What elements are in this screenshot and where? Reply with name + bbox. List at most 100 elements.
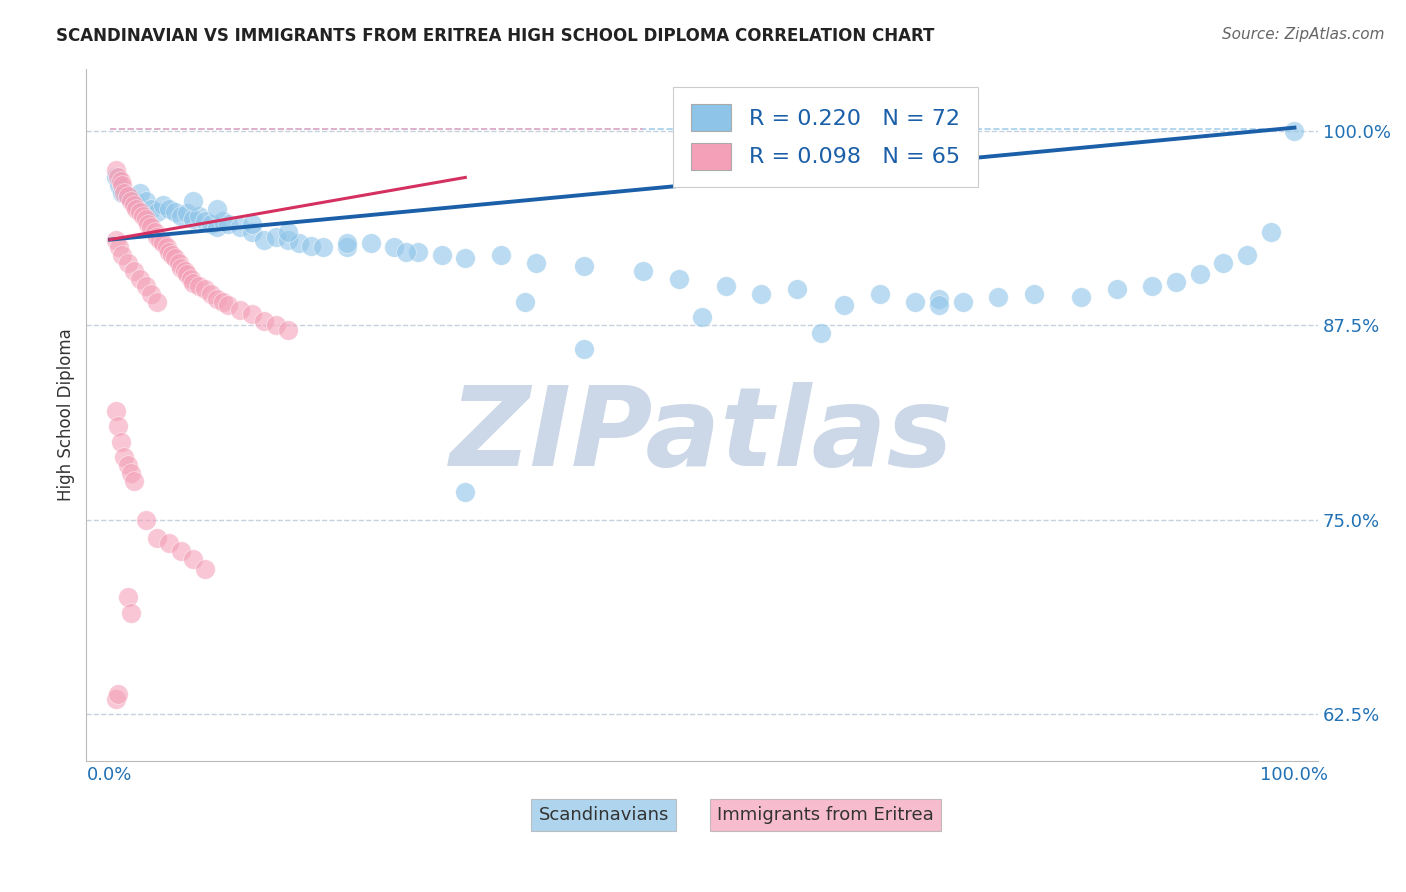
Point: [134, 279, 156, 293]
Point: [211, 294, 233, 309]
Point: [176, 267, 198, 281]
Point: [120, 194, 142, 208]
Point: [205, 202, 228, 216]
Point: [513, 294, 536, 309]
Point: [141, 287, 163, 301]
Point: [904, 294, 927, 309]
Point: [176, 206, 198, 220]
Point: [165, 204, 187, 219]
Point: [869, 287, 891, 301]
Point: [141, 220, 163, 235]
Point: [1260, 225, 1282, 239]
Point: [128, 271, 150, 285]
Point: [1022, 287, 1045, 301]
Point: [526, 256, 548, 270]
Point: [117, 256, 139, 270]
Point: [120, 466, 142, 480]
Point: [104, 170, 127, 185]
Point: [668, 271, 690, 285]
Point: [1105, 282, 1128, 296]
Point: [1284, 124, 1306, 138]
Point: [211, 214, 233, 228]
Point: [156, 240, 179, 254]
Point: [104, 233, 127, 247]
Legend: R = 0.220   N = 72, R = 0.098   N = 65: R = 0.220 N = 72, R = 0.098 N = 65: [673, 87, 977, 187]
Point: [572, 342, 595, 356]
Point: [143, 225, 166, 239]
Point: [122, 194, 145, 208]
Point: [277, 323, 299, 337]
Point: [336, 240, 359, 254]
Point: [312, 240, 335, 254]
Point: [240, 217, 263, 231]
Point: [110, 434, 132, 449]
Text: Scandinavians: Scandinavians: [538, 805, 669, 824]
Point: [107, 419, 129, 434]
Point: [132, 210, 155, 224]
Point: [110, 173, 132, 187]
Point: [288, 235, 311, 250]
Point: [240, 307, 263, 321]
Point: [180, 271, 202, 285]
Point: [277, 233, 299, 247]
Point: [117, 189, 139, 203]
Point: [108, 240, 131, 254]
Point: [117, 591, 139, 605]
Point: [430, 248, 453, 262]
Point: [170, 543, 193, 558]
Point: [277, 225, 299, 239]
Point: [395, 245, 418, 260]
Point: [205, 292, 228, 306]
Point: [987, 290, 1010, 304]
Point: [141, 202, 163, 216]
Point: [170, 260, 193, 275]
Point: [152, 235, 174, 250]
Point: [200, 287, 222, 301]
Point: [489, 248, 512, 262]
Point: [217, 217, 239, 231]
Point: [181, 194, 204, 208]
Point: [146, 204, 169, 219]
Point: [299, 239, 322, 253]
Point: [205, 220, 228, 235]
Point: [104, 404, 127, 418]
Text: ZIPatlas: ZIPatlas: [450, 382, 955, 489]
Point: [107, 170, 129, 185]
Point: [104, 162, 127, 177]
Point: [167, 256, 190, 270]
Point: [157, 536, 180, 550]
Point: [187, 210, 209, 224]
Point: [125, 202, 148, 216]
Point: [134, 513, 156, 527]
Point: [217, 298, 239, 312]
Point: [157, 202, 180, 216]
Point: [240, 225, 263, 239]
Point: [714, 279, 737, 293]
Point: [134, 212, 156, 227]
Point: [111, 186, 134, 200]
Point: [104, 691, 127, 706]
Point: [406, 245, 429, 260]
Point: [181, 212, 204, 227]
Point: [122, 198, 145, 212]
Point: [264, 229, 287, 244]
Point: [194, 214, 217, 228]
Point: [111, 248, 134, 262]
Point: [120, 606, 142, 620]
Point: [360, 235, 382, 250]
Text: Source: ZipAtlas.com: Source: ZipAtlas.com: [1222, 27, 1385, 42]
Point: [1142, 279, 1164, 293]
Point: [253, 233, 276, 247]
Point: [134, 194, 156, 208]
Point: [928, 298, 950, 312]
Point: [952, 294, 974, 309]
Point: [122, 474, 145, 488]
Point: [165, 252, 187, 266]
Point: [187, 279, 209, 293]
Y-axis label: High School Diploma: High School Diploma: [58, 328, 75, 501]
Text: SCANDINAVIAN VS IMMIGRANTS FROM ERITREA HIGH SCHOOL DIPLOMA CORRELATION CHART: SCANDINAVIAN VS IMMIGRANTS FROM ERITREA …: [56, 27, 935, 45]
Point: [181, 277, 204, 291]
Point: [253, 313, 276, 327]
Point: [229, 302, 252, 317]
Point: [229, 220, 252, 235]
